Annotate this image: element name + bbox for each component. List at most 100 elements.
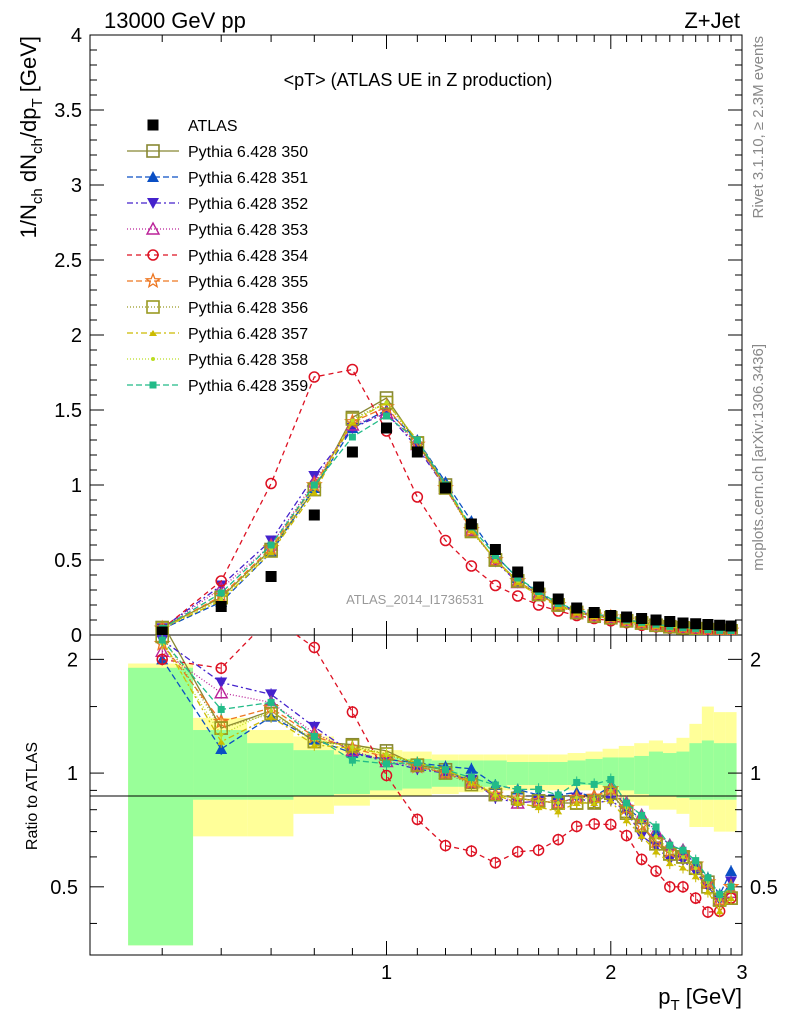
ratio-point: [637, 832, 646, 839]
plot-title: <pT> (ATLAS UE in Z production): [284, 70, 553, 90]
series-point: [439, 534, 452, 547]
band-inner-bin: [585, 758, 603, 785]
legend-marker: [151, 357, 155, 361]
series-point: [491, 552, 499, 559]
band-inner-bin: [618, 757, 635, 791]
ratio-point: [727, 883, 735, 891]
ratio-point: [702, 906, 714, 918]
data-point: [714, 619, 726, 631]
series-point: [384, 400, 389, 405]
ratio-point: [691, 873, 700, 880]
band-inner-bin: [293, 750, 334, 796]
data-point: [552, 593, 564, 605]
ratio-point: [638, 811, 646, 819]
ratio-point: [534, 804, 543, 811]
legend-entry: Pythia 6.428 351: [127, 170, 308, 187]
data-point: [489, 544, 501, 555]
y-tick-label: 3: [71, 175, 82, 197]
ratio-point: [677, 881, 689, 893]
legend-marker: [144, 272, 162, 289]
ratio-point: [620, 829, 633, 842]
ratio-y-tick-label-right: 2: [750, 649, 761, 671]
ratio-point: [622, 817, 631, 824]
ratio-point: [413, 759, 421, 767]
ratio-point: [666, 841, 674, 849]
legend-label: Pythia 6.428 353: [188, 222, 308, 239]
ratio-point: [556, 801, 561, 806]
series-point: [219, 597, 224, 601]
ratio-point: [215, 662, 227, 674]
ratio-point: [266, 612, 276, 622]
data-point: [621, 611, 633, 623]
ratio-point: [725, 865, 738, 877]
y-tick-label: 3.5: [54, 100, 82, 122]
legend-entry: Pythia 6.428 356: [127, 300, 308, 317]
series-point: [346, 363, 359, 376]
series-point: [310, 489, 319, 496]
ratio-point: [348, 756, 356, 764]
y-tick-label: 0: [71, 625, 82, 647]
band-inner-bin: [567, 760, 586, 785]
series-point: [217, 589, 225, 597]
ratio-point: [267, 698, 275, 706]
ratio-point: [608, 788, 613, 793]
ratio-point: [650, 865, 662, 877]
series-point: [465, 560, 478, 572]
ratio-point: [590, 780, 598, 788]
ratio-point: [491, 781, 499, 789]
legend-label: Pythia 6.428 352: [188, 196, 308, 213]
series-point: [511, 590, 524, 602]
header-right-label: Z+Jet: [684, 8, 740, 33]
band-inner-bin: [713, 743, 726, 800]
ratio-point: [607, 776, 615, 784]
legend-marker: [149, 381, 157, 389]
ratio-point: [511, 846, 524, 858]
data-point: [308, 509, 320, 521]
legend-marker: [147, 171, 159, 182]
ratio-point: [411, 813, 424, 826]
legend-entry: Pythia 6.428 355: [127, 272, 308, 291]
ratio-point: [727, 895, 736, 902]
mcplots-label: mcplots.cern.ch [arXiv:1306.3436]: [750, 344, 767, 571]
ratio-point: [716, 891, 724, 899]
legend-label: ATLAS: [188, 118, 238, 135]
series-point: [411, 491, 424, 503]
band-inner-bin: [662, 753, 677, 796]
band-inner-bin: [648, 751, 663, 796]
x-axis-label: pT [GeV]: [658, 984, 742, 1014]
ratio-y-tick-label-right: 1: [750, 763, 761, 785]
ratio-point: [346, 706, 359, 718]
ratio-point: [219, 732, 224, 737]
legend-label: Pythia 6.428 355: [188, 274, 308, 291]
band-inner-bin: [128, 667, 194, 946]
data-point: [265, 571, 277, 582]
legend-label: Pythia 6.428 359: [188, 378, 308, 395]
series-point: [308, 371, 321, 383]
ratio-point: [692, 857, 700, 865]
ratio-point: [384, 752, 389, 757]
band-inner-bin: [689, 743, 702, 800]
y-tick-label: 2: [71, 325, 82, 347]
legend-label: Pythia 6.428 358: [188, 352, 308, 369]
data-point: [664, 616, 676, 627]
ratio-point: [679, 864, 688, 871]
data-point: [725, 620, 737, 632]
ratio-point: [380, 769, 393, 782]
legend-marker: [145, 221, 161, 235]
ratio-point: [535, 785, 543, 793]
data-point: [346, 446, 358, 458]
ratio-point: [552, 833, 564, 846]
ratio-point: [217, 738, 226, 745]
legend-label: Pythia 6.428 357: [188, 326, 308, 343]
ratio-point: [652, 848, 661, 855]
band-inner-bin: [725, 743, 737, 800]
ratio-y-tick-label: 1: [67, 763, 78, 785]
series-point: [413, 436, 421, 444]
analysis-watermark: ATLAS_2014_I1736531: [346, 592, 484, 607]
ratio-point: [350, 745, 355, 750]
legend-marker: [149, 330, 157, 336]
band-inner-bin: [701, 740, 714, 800]
ratio-y-axis-label: Ratio to ATLAS: [24, 742, 41, 850]
series-point: [267, 549, 276, 556]
